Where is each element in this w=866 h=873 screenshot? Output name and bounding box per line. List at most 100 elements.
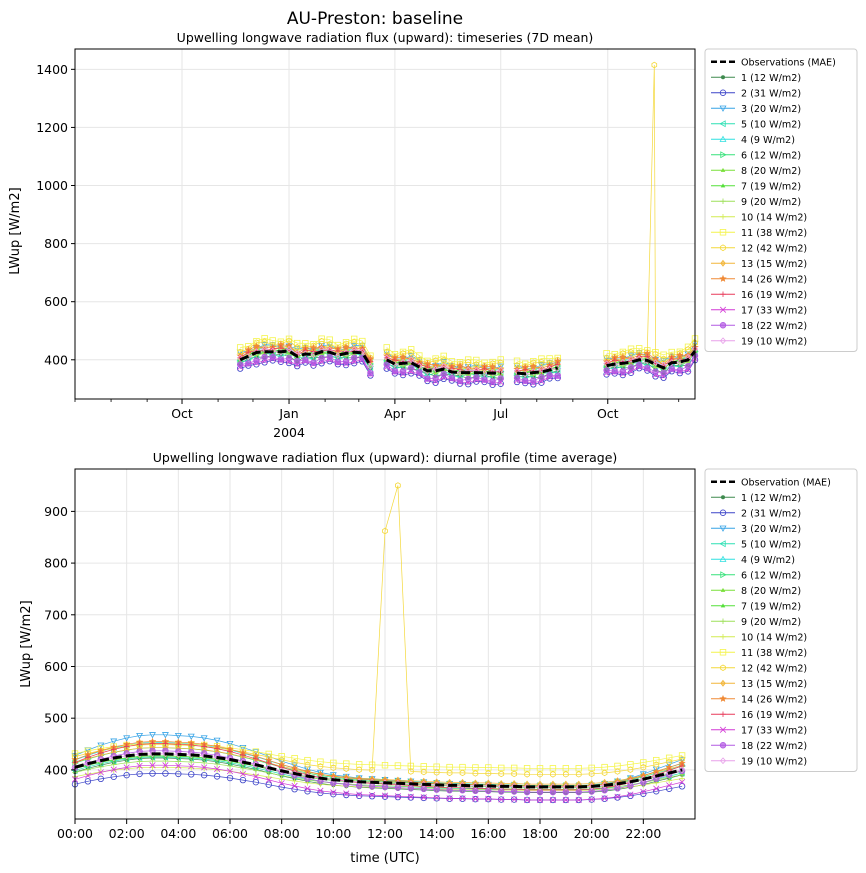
data-point xyxy=(424,375,431,382)
data-point xyxy=(136,758,143,765)
series-line xyxy=(606,64,696,360)
data-point xyxy=(420,785,427,793)
legend-marker xyxy=(719,509,727,516)
legend-marker xyxy=(720,213,726,220)
timeseries-grid xyxy=(75,49,695,399)
diurnal-plot-area xyxy=(71,482,686,804)
data-point xyxy=(236,344,244,351)
data-point xyxy=(601,787,608,794)
data-point xyxy=(188,763,195,770)
data-point xyxy=(269,337,276,344)
data-point xyxy=(619,353,627,361)
data-point xyxy=(84,778,92,785)
data-point xyxy=(652,368,659,375)
data-point xyxy=(97,775,105,783)
legend-marker xyxy=(720,151,727,159)
data-point xyxy=(601,769,608,777)
data-point xyxy=(240,752,246,758)
data-point xyxy=(549,796,556,804)
data-point xyxy=(239,770,246,778)
data-point xyxy=(536,796,544,804)
data-point xyxy=(326,336,333,343)
data-point xyxy=(524,771,530,778)
data-point xyxy=(433,769,440,776)
data-point xyxy=(278,776,285,783)
data-point xyxy=(175,758,182,765)
data-point xyxy=(472,770,479,777)
data-point xyxy=(684,363,692,370)
data-point xyxy=(440,370,447,378)
data-point xyxy=(489,377,496,385)
diurnal-title: Upwelling longwave radiation flux (upwar… xyxy=(153,450,618,465)
y-tick-label: 400 xyxy=(44,352,68,367)
legend-label: 11 (38 W/m2) xyxy=(741,648,807,659)
diurnal-grid xyxy=(74,469,695,819)
data-point xyxy=(640,759,647,766)
data-point xyxy=(261,342,269,349)
observation-line xyxy=(516,366,559,376)
legend-label: 17 (33 W/m2) xyxy=(741,305,807,316)
legend-label: 6 (12 W/m2) xyxy=(741,150,801,161)
diurnal-xlabel: time (UTC) xyxy=(350,851,419,866)
legend-label: 2 (31 W/m2) xyxy=(741,88,801,99)
data-point xyxy=(123,771,130,779)
x-tick-label: 22:00 xyxy=(625,826,661,841)
legend-marker xyxy=(719,89,727,96)
legend-label: 6 (12 W/m2) xyxy=(741,570,801,581)
legend-marker xyxy=(720,183,726,188)
data-point xyxy=(381,792,389,799)
data-point xyxy=(473,356,480,364)
data-point xyxy=(342,358,350,365)
data-point xyxy=(252,342,261,350)
observation-line xyxy=(239,349,372,367)
data-point xyxy=(98,750,104,756)
data-point xyxy=(449,365,455,371)
x-tick-label: 10:00 xyxy=(315,826,351,841)
data-point xyxy=(399,367,407,375)
observation-line xyxy=(386,358,501,375)
legend-label: 7 (19 W/m2) xyxy=(741,181,801,192)
data-point xyxy=(407,793,414,800)
data-point xyxy=(546,355,553,362)
data-point xyxy=(293,357,301,365)
data-point xyxy=(149,770,156,777)
legend-label: 11 (38 W/m2) xyxy=(741,228,807,239)
legend-marker xyxy=(719,742,727,749)
x-tick-label: 02:00 xyxy=(109,826,145,841)
data-point xyxy=(334,358,342,366)
data-point xyxy=(446,787,453,794)
data-point xyxy=(550,771,556,778)
data-point xyxy=(188,759,195,765)
data-point xyxy=(350,354,358,361)
legend-label: 1 (12 W/m2) xyxy=(741,493,801,504)
data-point xyxy=(440,352,447,360)
data-point xyxy=(513,357,521,365)
data-point xyxy=(302,347,309,353)
data-point xyxy=(136,762,143,769)
data-point xyxy=(485,787,492,795)
timeseries-ticks: 400 600 800 1000 1200 1400 Oct Jan 2004 Apr Jul Oct xyxy=(36,62,680,440)
legend-marker xyxy=(719,525,727,532)
data-point xyxy=(240,765,246,771)
data-point xyxy=(472,795,479,802)
data-point xyxy=(530,368,537,376)
data-point xyxy=(84,772,91,779)
data-point xyxy=(188,742,195,748)
data-point xyxy=(326,353,333,361)
data-point xyxy=(498,796,505,803)
data-point xyxy=(627,355,635,363)
data-point xyxy=(456,377,464,384)
data-point xyxy=(368,783,376,790)
series-line xyxy=(74,485,683,775)
data-point xyxy=(394,784,402,791)
data-point xyxy=(367,362,374,370)
data-point xyxy=(187,733,195,741)
data-point xyxy=(110,766,117,773)
x-tick-label: 08:00 xyxy=(264,826,300,841)
data-point xyxy=(359,337,366,345)
data-point xyxy=(485,770,492,777)
legend-marker xyxy=(719,649,727,656)
data-point xyxy=(473,374,480,381)
observation-line xyxy=(74,752,683,789)
data-point xyxy=(433,794,440,801)
